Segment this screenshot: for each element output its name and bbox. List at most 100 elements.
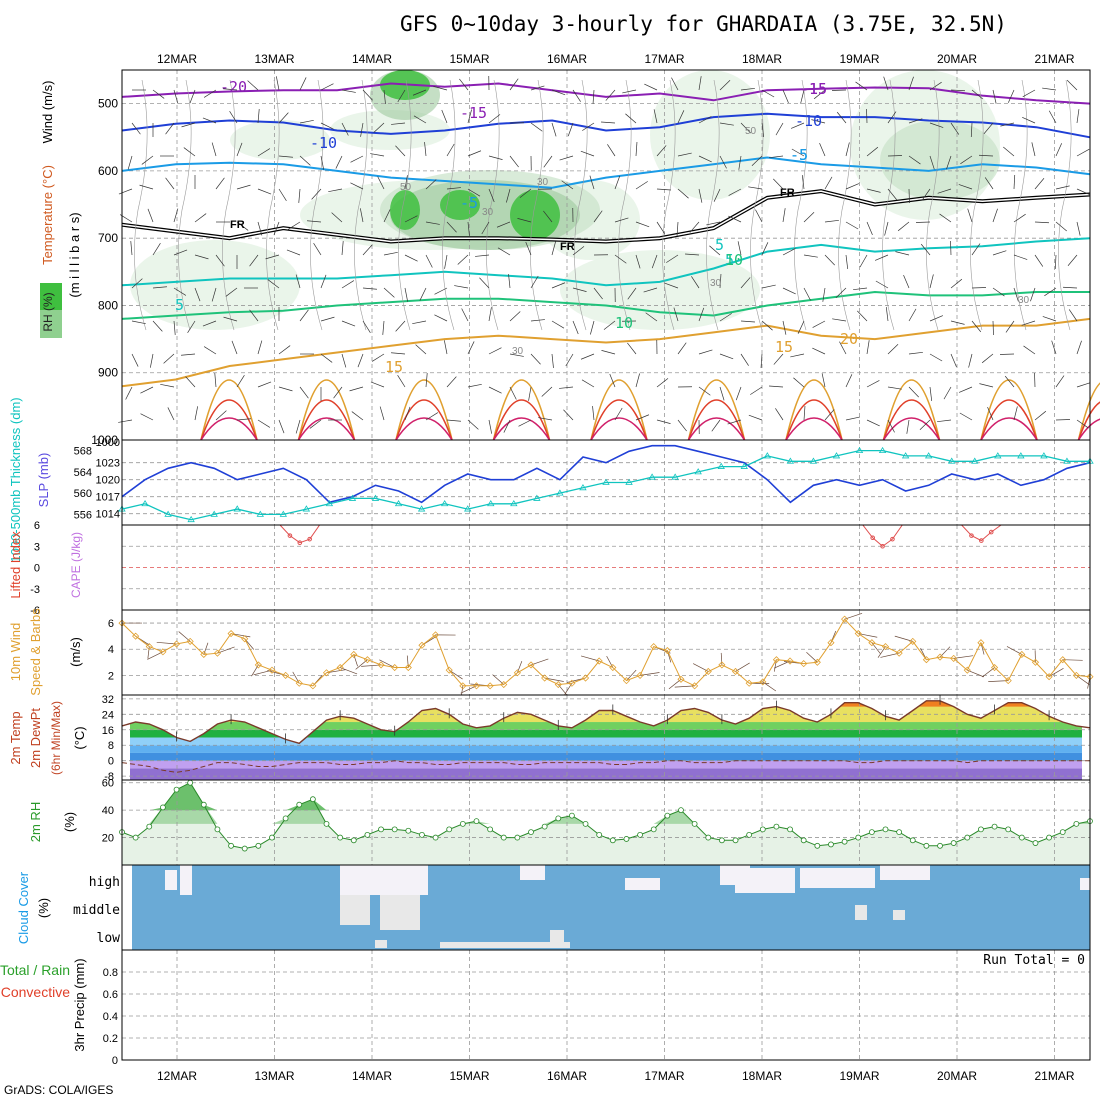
wind-barb	[1055, 185, 1070, 190]
rh-marker	[650, 826, 657, 833]
surface-wind-barb	[147, 651, 164, 660]
wind-barb	[719, 386, 725, 401]
rh-marker	[609, 837, 616, 844]
rh-marker	[487, 826, 494, 833]
wind-barb	[441, 109, 448, 124]
wind-barb	[530, 85, 545, 91]
rh-contour-label: 30	[537, 177, 549, 188]
wind-barb	[530, 122, 543, 132]
slp-line	[121, 444, 1091, 504]
wind-speed-marker	[322, 669, 331, 677]
lifted-index-marker	[297, 540, 303, 546]
wind-barb	[719, 80, 731, 91]
wind-barb	[719, 122, 734, 126]
wind-barb	[773, 178, 784, 190]
wind-barb	[895, 251, 910, 256]
thickness-marker	[671, 473, 679, 480]
rh-marker	[718, 837, 725, 844]
wind-speed-marker	[595, 657, 603, 665]
wind-speed-marker	[363, 656, 371, 664]
cloud-clear-cell	[165, 870, 177, 890]
date-label-bottom: 19MAR	[839, 1069, 879, 1083]
wind-barb	[183, 147, 196, 157]
wind-barb	[1042, 316, 1057, 322]
thickness-marker	[417, 505, 426, 512]
wind-barb	[320, 274, 327, 289]
wind-speed-marker	[282, 671, 290, 679]
surface-wind-barb	[460, 685, 477, 694]
rh-contour	[794, 79, 808, 331]
wind-barb	[656, 145, 667, 157]
wind-barb	[508, 274, 511, 289]
wind-barb	[857, 310, 868, 322]
wind-barb	[822, 287, 826, 302]
rh-marker	[391, 826, 398, 833]
wind-barb	[278, 188, 287, 202]
wind-barb	[572, 246, 585, 256]
wind-barb	[404, 175, 408, 190]
wind-barb	[173, 249, 188, 256]
wind-barb	[295, 419, 301, 434]
slp-tick-label: 1017	[96, 492, 120, 504]
isotherm-label: 5	[715, 236, 724, 254]
surface-wind-barb	[844, 613, 863, 620]
wind-barb	[236, 418, 251, 421]
wind-barb	[821, 373, 826, 388]
date-label-top: 12MAR	[157, 52, 197, 66]
slp-top-tick-label: 1000	[96, 437, 120, 449]
wind-barb	[362, 287, 377, 290]
rh-marker	[896, 829, 903, 835]
lifted-index-marker	[307, 536, 312, 542]
isotherm-label: 10	[615, 314, 633, 332]
wind-barb	[811, 119, 826, 124]
wind-barb	[320, 83, 334, 91]
wind-barb	[541, 386, 553, 397]
wind-barb	[791, 148, 805, 157]
wind-barb	[173, 287, 187, 296]
wind-barb	[651, 254, 658, 269]
rh-marker	[746, 831, 753, 838]
wind-barb	[937, 188, 952, 194]
wind-barb	[163, 353, 175, 364]
wind-barb	[1076, 188, 1090, 196]
wind-barb	[755, 209, 763, 223]
surface-isotherm-arc	[297, 379, 356, 441]
isotherm-label: 20	[840, 330, 858, 348]
wind-barb	[572, 320, 579, 335]
wind-barb	[845, 183, 860, 190]
rh2m-units: (%)	[62, 812, 77, 832]
wind-barb	[509, 311, 521, 322]
wind-barb	[265, 254, 280, 260]
surface-wind-barb	[580, 655, 600, 662]
wind-barb	[572, 287, 587, 292]
rh-marker	[596, 831, 603, 838]
wind-barb	[509, 155, 519, 168]
wind-barb	[509, 386, 517, 400]
thickness-marker	[440, 499, 449, 507]
cloud-clear-cell	[180, 865, 192, 895]
wind-barb	[728, 215, 742, 223]
wind-speed-marker	[309, 682, 317, 690]
rh-contour	[838, 79, 852, 331]
chart-title: GFS 0~10day 3-hourly for GHARDAIA (3.75E…	[400, 12, 1007, 36]
surface-wind-barb	[217, 646, 235, 654]
wind-speed-marker	[650, 643, 658, 651]
lifted-index-tick-label: -6	[30, 605, 40, 617]
wind-barb	[874, 254, 889, 261]
wind-barb	[748, 186, 763, 190]
wind-barb	[713, 188, 721, 202]
wind-barb	[189, 89, 196, 104]
wind-barb	[331, 212, 343, 223]
wind-barb	[467, 419, 479, 430]
surface-isotherm-arc	[882, 399, 941, 441]
wind-barb	[273, 221, 280, 236]
cloud-clear-cell	[520, 865, 545, 880]
wind-barb	[992, 89, 997, 104]
rh-marker	[323, 820, 330, 827]
wind-barb	[751, 155, 763, 166]
surface-isotherm-arc	[395, 417, 453, 441]
wind-barb	[607, 144, 616, 157]
thickness-marker	[556, 489, 564, 496]
wind-speed-marker	[1004, 677, 1012, 685]
wind-barb	[236, 142, 243, 157]
